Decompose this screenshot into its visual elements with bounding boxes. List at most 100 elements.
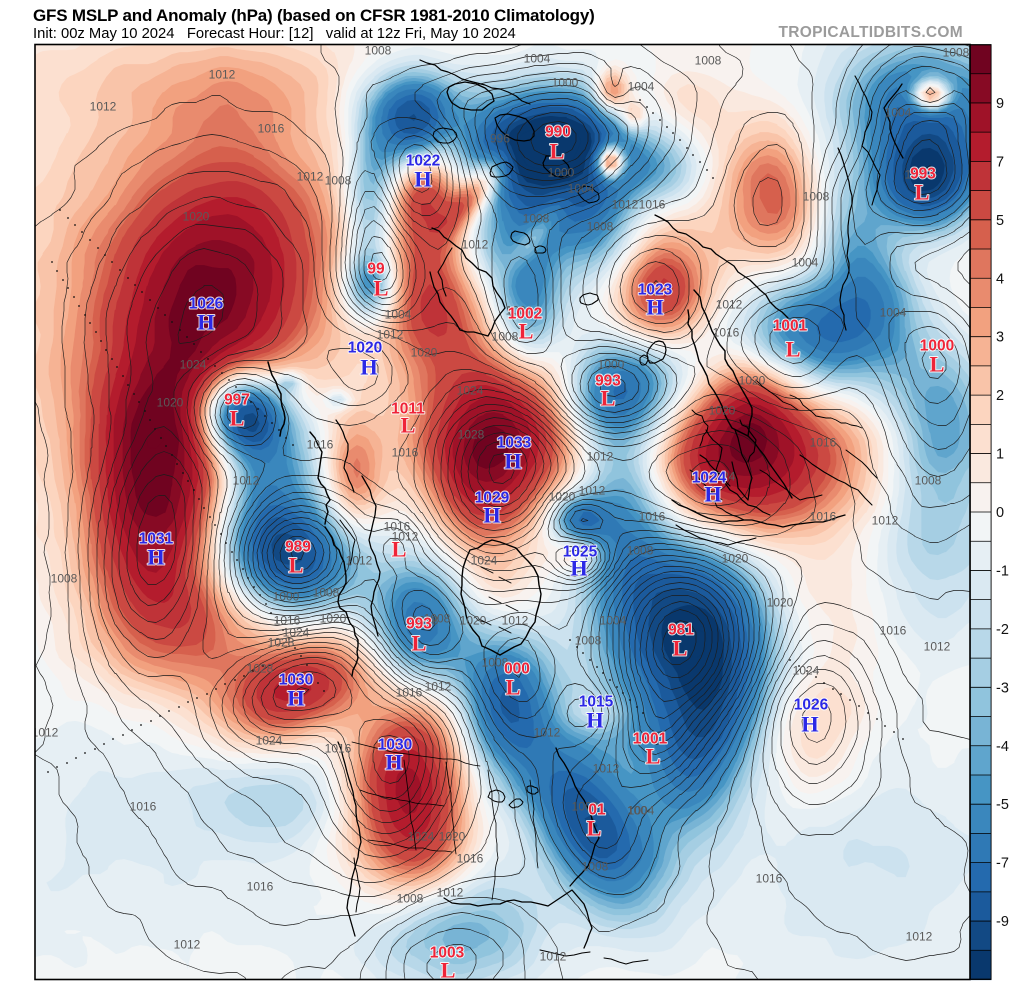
svg-text:1026: 1026 [189,296,224,313]
svg-text:996: 996 [490,132,510,146]
svg-text:H: H [570,556,588,581]
svg-text:4: 4 [996,271,1004,287]
svg-text:1008: 1008 [397,892,424,906]
svg-text:L: L [645,744,660,769]
svg-text:1008: 1008 [412,614,439,628]
svg-text:H: H [586,708,604,733]
svg-text:1020: 1020 [460,614,487,628]
svg-text:990: 990 [545,124,571,141]
svg-text:-7: -7 [996,856,1009,872]
svg-text:1008: 1008 [482,656,509,670]
svg-text:1008: 1008 [492,330,519,344]
svg-text:-5: -5 [996,797,1009,813]
svg-text:1008: 1008 [313,586,340,600]
svg-text:1022: 1022 [406,153,440,170]
svg-text:1008: 1008 [803,190,830,204]
svg-text:1012: 1012 [462,238,489,252]
svg-text:1024: 1024 [180,358,207,372]
svg-text:L: L [440,958,455,983]
svg-text:993: 993 [595,373,621,390]
svg-text:1016: 1016 [396,686,423,700]
svg-text:1001: 1001 [773,318,808,335]
svg-text:1016: 1016 [307,438,334,452]
svg-text:1016: 1016 [258,122,285,136]
svg-text:1004: 1004 [568,182,595,196]
svg-text:L: L [229,406,244,431]
svg-text:3: 3 [996,330,1004,346]
svg-text:01: 01 [588,802,606,819]
svg-text:1012: 1012 [32,726,59,740]
svg-text:5: 5 [996,213,1004,229]
svg-text:100: 100 [627,804,647,818]
svg-text:1016: 1016 [639,510,666,524]
svg-text:99: 99 [367,261,385,278]
svg-text:1029: 1029 [475,490,510,507]
svg-text:1011: 1011 [391,401,425,418]
svg-text:1004: 1004 [628,804,655,818]
svg-text:7: 7 [996,154,1004,170]
svg-text:1008: 1008 [915,474,942,488]
svg-text:1033: 1033 [497,435,532,452]
svg-text:1008: 1008 [695,54,722,68]
svg-text:1016: 1016 [247,880,274,894]
svg-text:L: L [586,816,601,841]
svg-text:1020: 1020 [439,830,466,844]
svg-text:1020: 1020 [411,346,438,360]
svg-text:1008: 1008 [627,544,654,558]
svg-text:1012: 1012 [377,328,404,342]
svg-text:1020: 1020 [320,612,347,626]
svg-text:L: L [600,386,615,411]
svg-text:000: 000 [504,661,530,678]
svg-text:1020: 1020 [549,490,576,504]
svg-text:1002: 1002 [508,306,542,323]
svg-text:1028: 1028 [268,636,295,650]
svg-text:1003: 1003 [430,945,465,962]
svg-text:H: H [385,750,403,775]
svg-text:1024: 1024 [408,830,435,844]
svg-text:1000: 1000 [920,338,954,355]
svg-text:1012: 1012 [579,484,606,498]
svg-text:997: 997 [224,392,250,409]
svg-text:1012: 1012 [297,170,324,184]
svg-text:1008: 1008 [424,612,451,626]
svg-text:1012: 1012 [425,680,452,694]
svg-text:L: L [672,636,687,661]
svg-text:0: 0 [996,505,1004,521]
svg-text:993: 993 [910,166,936,183]
svg-text:1015: 1015 [579,694,614,711]
svg-text:1008: 1008 [523,212,550,226]
svg-text:1008: 1008 [572,800,599,814]
svg-text:1: 1 [996,447,1004,463]
svg-text:989: 989 [285,539,311,556]
svg-text:1000: 1000 [598,358,625,372]
svg-text:1016: 1016 [325,742,352,756]
svg-text:981: 981 [668,622,694,639]
svg-text:L: L [411,631,426,656]
svg-text:1016: 1016 [392,446,419,460]
svg-text:1020: 1020 [157,396,184,410]
svg-text:1012: 1012 [593,762,620,776]
svg-text:1004: 1004 [524,52,551,66]
svg-text:1000: 1000 [905,168,932,182]
svg-text:H: H [801,712,819,737]
svg-text:1001: 1001 [633,731,668,748]
svg-text:L: L [785,337,800,362]
svg-text:1020: 1020 [183,210,210,224]
svg-text:1008: 1008 [575,634,602,648]
svg-text:H: H [197,310,215,335]
svg-text:1016: 1016 [130,800,157,814]
svg-text:993: 993 [406,616,432,633]
svg-text:1016: 1016 [384,520,411,534]
svg-text:1012: 1012 [587,450,614,464]
svg-text:L: L [518,319,533,344]
svg-text:1012: 1012 [924,640,951,654]
svg-text:L: L [505,675,520,700]
svg-text:1004: 1004 [628,80,655,94]
svg-text:H: H [504,449,522,474]
svg-text:1024: 1024 [256,734,283,748]
svg-text:1004: 1004 [885,106,912,120]
svg-text:1016: 1016 [810,436,837,450]
svg-text:1023: 1023 [638,282,673,299]
svg-text:1012: 1012 [233,474,260,488]
svg-text:L: L [373,276,388,301]
